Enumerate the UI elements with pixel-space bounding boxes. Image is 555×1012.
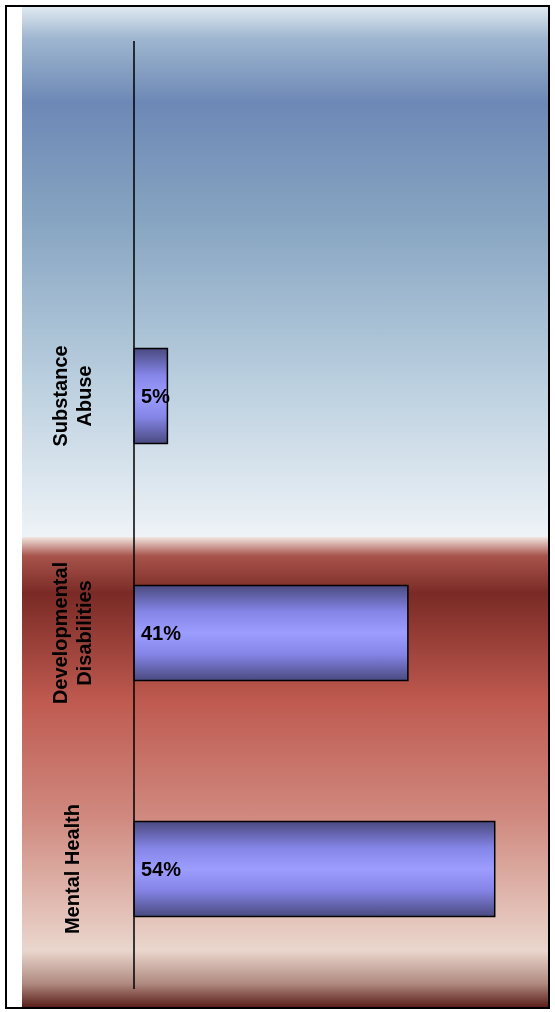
bar-chart: 5% Substance Abuse 41% Developmental Disabili… xyxy=(22,7,548,1007)
bar-substance-abuse xyxy=(133,347,169,445)
chart-frame: 5% Substance Abuse 41% Developmental Disabili… xyxy=(5,5,550,1009)
category-label: Mental Health xyxy=(62,804,84,934)
bar-mental-health xyxy=(133,820,496,918)
category-label: Developmental Disabilities xyxy=(50,562,96,704)
value-label: 54% xyxy=(141,859,181,881)
value-label: 5% xyxy=(141,386,170,408)
background-blue-panel xyxy=(22,7,548,537)
category-label: Substance Abuse xyxy=(50,345,96,446)
value-label: 41% xyxy=(141,623,181,645)
